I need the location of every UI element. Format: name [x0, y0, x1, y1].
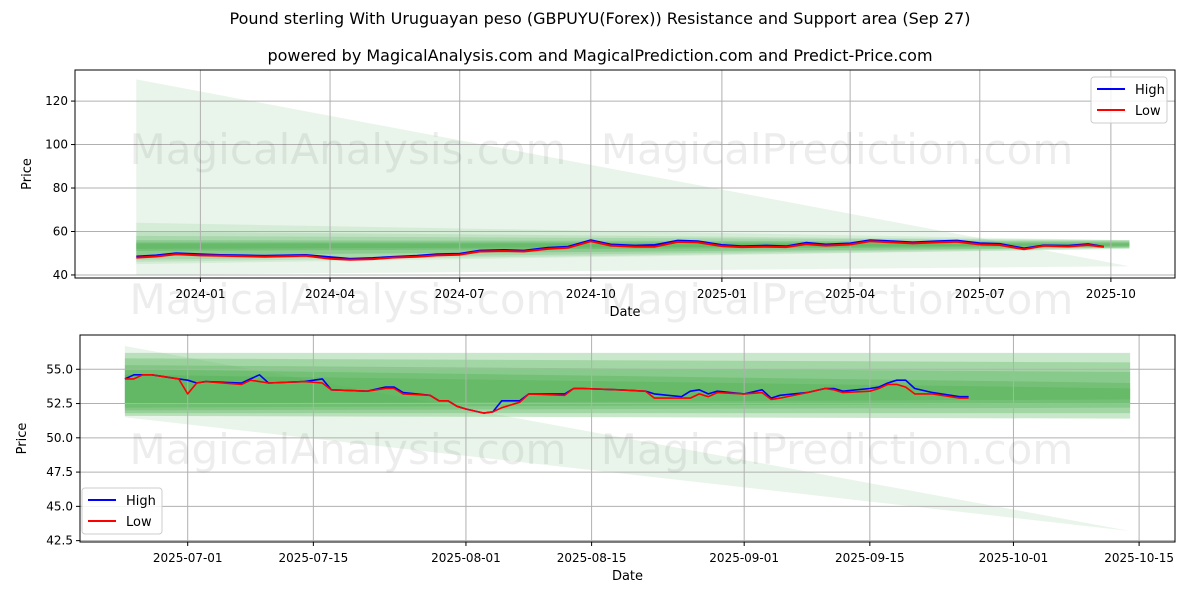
chart-title: Pound sterling With Uruguayan peso (GBPU… — [229, 9, 971, 28]
y-axis-label: Price — [15, 423, 30, 455]
legend: High Low — [81, 487, 163, 535]
legend-label-low: Low — [1135, 104, 1161, 119]
watermark: MagicalPrediction.com — [601, 125, 1074, 174]
y-axis-label: Price — [20, 158, 35, 190]
x-tick-label: 2024-07 — [435, 287, 485, 301]
axes-frame — [79, 334, 1176, 543]
support-resistance-band — [136, 222, 1130, 265]
watermark: MagicalPrediction.com — [601, 275, 1074, 324]
legend-label-high: High — [126, 494, 156, 509]
chart-subtitle: powered by MagicalAnalysis.com and Magic… — [267, 46, 933, 65]
legend-label-high: High — [1135, 83, 1165, 98]
legend: High Low — [1090, 76, 1168, 124]
x-tick-label: 2025-09-01 — [709, 551, 779, 565]
x-tick-label: 2024-10 — [566, 287, 616, 301]
support-resistance-band — [124, 345, 1131, 532]
x-tick-label: 2025-07 — [955, 287, 1005, 301]
y-tick-label: 45.0 — [46, 499, 73, 513]
y-tick-label: 52.5 — [46, 397, 73, 411]
watermark: MagicalAnalysis.com — [130, 125, 567, 174]
x-tick-label: 2025-09-15 — [835, 551, 905, 565]
legend-label-low: Low — [126, 515, 152, 530]
chart-2: 42.5 45.0 47.5 50.0 52.5 55.0 2025-07-01 2025-0… — [15, 334, 1176, 584]
series-line-low — [136, 240, 1104, 261]
watermark: MagicalAnalysis.com — [130, 275, 567, 324]
y-tick-label: 50.0 — [46, 431, 73, 445]
y-tick-label: 120 — [45, 94, 68, 108]
y-tick-label: 55.0 — [46, 362, 73, 376]
axes-frame — [74, 69, 1176, 279]
y-tick-label: 47.5 — [46, 465, 73, 479]
y-tick-label: 40 — [53, 268, 68, 282]
x-tick-label: 2025-07-01 — [153, 551, 223, 565]
series-line-low — [124, 373, 969, 414]
support-resistance-band — [136, 240, 1130, 256]
x-tick-label: 2025-08-01 — [431, 551, 501, 565]
x-tick-label: 2025-01 — [697, 287, 747, 301]
support-resistance-band — [124, 369, 1131, 408]
x-axis-label: Date — [609, 305, 640, 320]
y-tick-label: 100 — [45, 138, 68, 152]
support-resistance-band — [124, 365, 1131, 411]
x-axis-label: Date — [612, 569, 643, 584]
chart-1: 40 60 80 100 120 2024-01 2024-04 2024-07 2024-10… — [20, 69, 1176, 324]
y-tick-label: 42.5 — [46, 534, 73, 548]
support-resistance-band — [124, 358, 1131, 414]
watermark: MagicalAnalysis.com — [130, 425, 567, 474]
x-tick-label: 2025-10-01 — [979, 551, 1049, 565]
support-resistance-band — [136, 79, 1130, 275]
x-tick-label: 2024-01 — [175, 287, 225, 301]
x-tick-label: 2025-08-15 — [557, 551, 627, 565]
x-tick-label: 2025-07-15 — [278, 551, 348, 565]
support-resistance-band — [124, 374, 1131, 404]
watermark: MagicalPrediction.com — [601, 425, 1074, 474]
y-tick-label: 80 — [53, 181, 68, 195]
x-tick-label: 2025-04 — [825, 287, 875, 301]
x-tick-label: 2025-10-15 — [1104, 551, 1174, 565]
x-tick-label: 2025-10 — [1086, 287, 1136, 301]
y-tick-label: 60 — [53, 224, 68, 238]
x-tick-label: 2024-04 — [305, 287, 355, 301]
